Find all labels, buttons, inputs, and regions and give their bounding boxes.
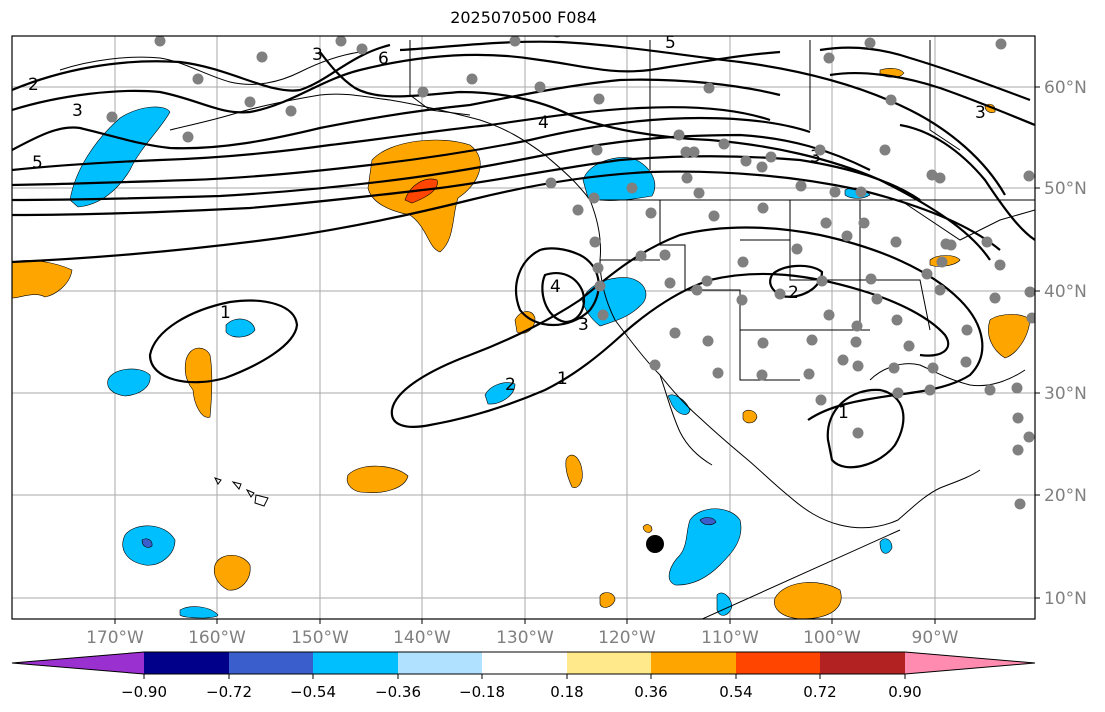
contour-label: 5	[32, 153, 43, 173]
map-border	[11, 35, 1036, 620]
contour-label: 2	[28, 75, 39, 95]
lon-tick-label: 150°W	[291, 628, 349, 648]
anomaly-shading	[12, 68, 1031, 619]
colorbar-tick-label: 0.90	[888, 683, 921, 701]
contour-label: 2	[788, 283, 799, 303]
colorbar-segment	[567, 652, 651, 674]
contour-label: 3	[312, 45, 323, 65]
colorbar-segment	[651, 652, 736, 674]
station-dots	[106, 36, 1035, 510]
lat-tick-label: 10°N	[1044, 589, 1087, 609]
colorbar-segment	[820, 652, 905, 674]
contour-label: 3	[578, 315, 589, 335]
lon-tick-label: 130°W	[496, 628, 554, 648]
lon-tick-label: 160°W	[188, 628, 246, 648]
contour-label: 1	[220, 303, 231, 323]
colorbar-segment	[482, 652, 567, 674]
colorbar-labels: −0.90 −0.72 −0.54 −0.36 −0.18 0.18 0.36 …	[121, 683, 922, 701]
colorbar-segment	[12, 652, 144, 674]
lat-tick-label: 60°N	[1044, 78, 1087, 98]
lon-tick-label: 120°W	[598, 628, 656, 648]
colorbar-tick-label: 0.72	[803, 683, 836, 701]
lat-tick-label: 30°N	[1044, 384, 1087, 404]
lon-tick-label: 110°W	[701, 628, 759, 648]
colorbar-tick-label: 0.36	[634, 683, 667, 701]
lon-tick-label: 170°W	[86, 628, 144, 648]
hawaii-islands	[214, 477, 269, 507]
lat-labels: 60°N 50°N 40°N 30°N 20°N 10°N	[1044, 78, 1087, 609]
lat-tick-label: 40°N	[1044, 282, 1087, 302]
lon-tick-label: 90°W	[912, 628, 959, 648]
lon-tick-label: 100°W	[803, 628, 861, 648]
colorbar	[11, 651, 1036, 679]
marker-dot	[646, 535, 664, 553]
contour-label-group: 2 3 5 3 6 5 4 3 3 1 4 3 2 1 2 1	[28, 33, 986, 423]
colorbar-tick-label: 0.18	[550, 683, 583, 701]
colorbar-tick-label: −0.36	[375, 683, 421, 701]
colorbar-segment	[905, 652, 1035, 674]
contour-label: 3	[72, 101, 83, 121]
lon-labels: 170°W 160°W 150°W 140°W 130°W 120°W 110°…	[86, 628, 959, 648]
map-title: 2025070500 F084	[450, 8, 597, 27]
colorbar-tick-label: −0.54	[290, 683, 336, 701]
contour-label: 5	[665, 33, 676, 53]
contour-label: 6	[378, 49, 389, 69]
contour-label: 4	[550, 277, 561, 297]
colorbar-segment	[398, 652, 482, 674]
colorbar-tick-label: −0.90	[121, 683, 167, 701]
contour-label: 1	[557, 369, 568, 389]
contour-label: 3	[975, 103, 986, 123]
colorbar-tick-label: −0.18	[459, 683, 505, 701]
colorbar-segment	[229, 652, 313, 674]
lon-tick-label: 140°W	[393, 628, 451, 648]
contour-label: 4	[538, 113, 549, 133]
colorbar-segment	[736, 652, 820, 674]
colorbar-tick-label: 0.54	[719, 683, 752, 701]
contour-label: 2	[505, 375, 516, 395]
colorbar-tick-label: −0.72	[206, 683, 252, 701]
lat-tick-label: 20°N	[1044, 486, 1087, 506]
contour-label: 1	[838, 403, 849, 423]
contour-label: 3	[810, 147, 821, 167]
coastlines	[59, 40, 1035, 619]
axis-ticks	[114, 86, 1040, 624]
colorbar-segment	[144, 652, 229, 674]
lat-tick-label: 50°N	[1044, 179, 1087, 199]
colorbar-segment	[313, 652, 398, 674]
